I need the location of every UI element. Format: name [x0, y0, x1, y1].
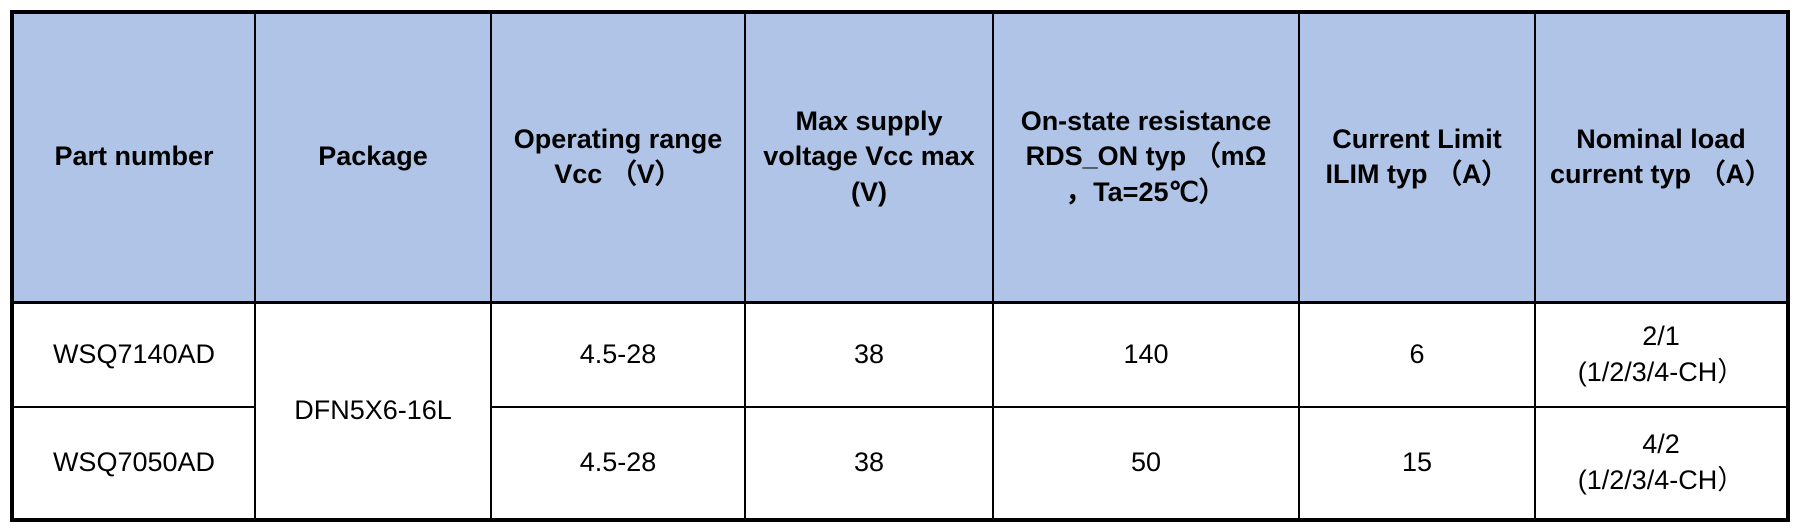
cell-nominal-load-current: 2/1 (1/2/3/4-CH）: [1534, 301, 1789, 408]
header-part-number: Part number: [11, 11, 256, 304]
header-on-state-resistance: On-state resistance RDS_ON typ （mΩ ，Ta=2…: [992, 11, 1300, 304]
cell-current-limit: 6: [1298, 301, 1536, 408]
cell-part-number: WSQ7140AD: [11, 301, 256, 408]
table-row: WSQ7050AD 4.5-28 38 50 15 4/2 (1/2/3/4-C…: [11, 405, 1789, 522]
parts-selection-table: Part number Package Operating range Vcc …: [10, 10, 1790, 522]
cell-part-number: WSQ7050AD: [11, 405, 256, 522]
cell-on-state-resistance: 140: [992, 301, 1300, 408]
header-row: Part number Package Operating range Vcc …: [11, 11, 1789, 304]
table-header: Part number Package Operating range Vcc …: [11, 11, 1789, 304]
header-max-supply-voltage: Max supply voltage Vcc max (V): [744, 11, 994, 304]
cell-max-supply-voltage: 38: [744, 301, 994, 408]
cell-package-merged: DFN5X6-16L: [254, 301, 492, 521]
cell-max-supply-voltage: 38: [744, 405, 994, 522]
header-current-limit: Current Limit ILIM typ （A）: [1298, 11, 1536, 304]
header-package: Package: [254, 11, 492, 304]
header-operating-range: Operating range Vcc （V）: [490, 11, 746, 304]
cell-operating-range: 4.5-28: [490, 405, 746, 522]
cell-on-state-resistance: 50: [992, 405, 1300, 522]
table-body: WSQ7140AD DFN5X6-16L 4.5-28 38 140 6 2/1…: [11, 301, 1789, 522]
header-nominal-load-current: Nominal load current typ （A）: [1534, 11, 1789, 304]
cell-operating-range: 4.5-28: [490, 301, 746, 408]
cell-current-limit: 15: [1298, 405, 1536, 522]
cell-nominal-load-current: 4/2 (1/2/3/4-CH）: [1534, 405, 1789, 522]
table-row: WSQ7140AD DFN5X6-16L 4.5-28 38 140 6 2/1…: [11, 301, 1789, 521]
